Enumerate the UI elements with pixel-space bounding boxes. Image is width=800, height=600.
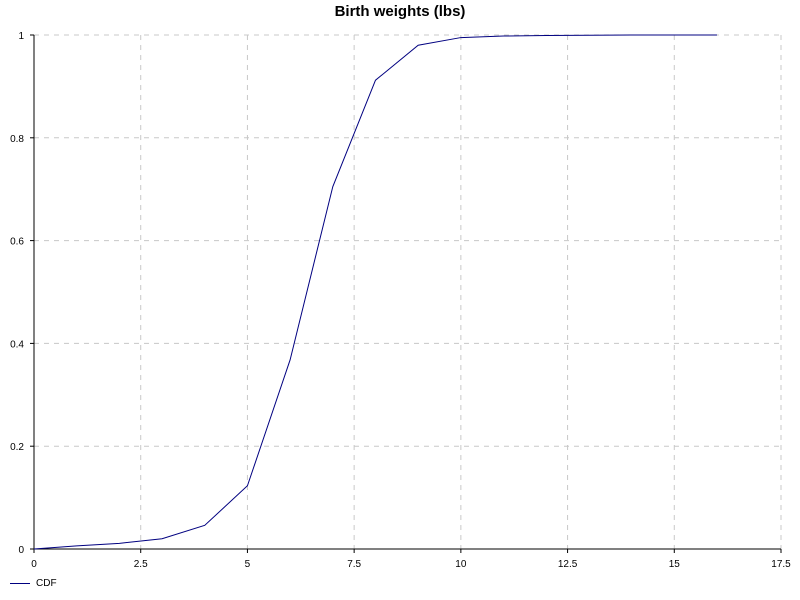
y-tick-label: 1: [18, 31, 24, 42]
x-tick-label: 10: [455, 559, 467, 570]
series-line-cdf: [33, 34, 717, 550]
x-tick-label: 2.5: [134, 559, 148, 570]
grid-layer: [34, 34, 782, 549]
x-tick-label: 5: [245, 559, 251, 570]
x-tick-label: 7.5: [347, 559, 361, 570]
series-layer: [33, 34, 717, 550]
x-tick-label: 17.5: [771, 559, 791, 570]
y-tick-label: 0.6: [10, 237, 24, 248]
y-tick-label: 0.2: [10, 442, 24, 453]
axes-layer: [33, 35, 781, 550]
y-tick-label: 0: [18, 545, 24, 556]
legend: CDF: [10, 578, 57, 589]
ticks-layer: 0 2.5 5 7.5 10 12.5 15 17.5 0 0.2 0.4 0.6 0.8 1: [10, 31, 791, 570]
x-tick-label: 0: [31, 559, 37, 570]
legend-swatch: [10, 583, 30, 584]
x-tick-label: 15: [669, 559, 681, 570]
chart-title: Birth weights (lbs): [334, 3, 466, 20]
y-tick-label: 0.4: [10, 339, 24, 350]
x-tick-label: 12.5: [558, 559, 578, 570]
legend-label-cdf: CDF: [36, 578, 57, 589]
y-tick-label: 0.8: [10, 134, 24, 145]
